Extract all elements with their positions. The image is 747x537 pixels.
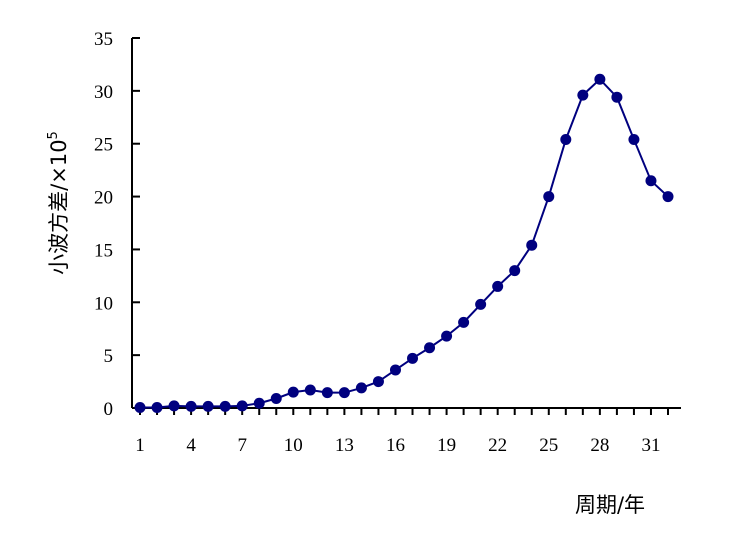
y-tick-label: 25: [94, 135, 113, 156]
x-tick-label: 16: [386, 435, 405, 456]
data-point: [355, 382, 367, 394]
data-point: [253, 397, 265, 409]
data-point: [202, 400, 214, 412]
data-point: [304, 384, 316, 396]
y-tick-label: 5: [104, 346, 114, 367]
data-point: [594, 73, 606, 85]
data-point: [611, 91, 623, 103]
data-point: [407, 352, 419, 364]
x-axis-title: 周期/年: [575, 493, 645, 517]
x-tick-label: 1: [135, 435, 145, 456]
x-tick-label: 7: [237, 435, 247, 456]
data-point: [662, 191, 674, 203]
y-axis-title-exponent: 5: [46, 131, 61, 139]
data-point: [168, 400, 180, 412]
data-point: [645, 175, 657, 187]
x-tick-label: 4: [186, 435, 196, 456]
x-tick-label: 19: [437, 435, 456, 456]
data-point: [321, 387, 333, 399]
data-point: [492, 280, 504, 292]
x-tick-label: 31: [641, 435, 660, 456]
data-point: [543, 191, 555, 203]
y-tick-label: 10: [94, 293, 113, 314]
x-tick-label: 28: [590, 435, 609, 456]
x-tick-label: 13: [335, 435, 354, 456]
y-tick-label: 35: [94, 29, 113, 50]
data-point: [389, 364, 401, 376]
data-point: [372, 376, 384, 388]
axes: 0 5 10 15 20 25 30 35 1 4 7 10 13 16 19 22 25 28 31: [94, 29, 681, 456]
x-tick-label: 25: [539, 435, 558, 456]
data-point: [509, 265, 521, 277]
series-line: [140, 77, 669, 409]
data-point: [424, 342, 436, 354]
y-tick-label: 0: [104, 399, 114, 420]
x-tick-label: 10: [284, 435, 303, 456]
data-point: [475, 298, 487, 310]
data-point: [270, 392, 282, 404]
y-tick-label: 20: [94, 188, 113, 209]
data-point: [185, 400, 197, 412]
x-tick-label: 22: [488, 435, 507, 456]
data-point: [526, 239, 538, 251]
y-axis-title: 小波方差/×105: [46, 131, 71, 275]
data-point: [338, 387, 350, 399]
data-point: [458, 316, 470, 328]
data-point: [134, 401, 146, 413]
data-point: [628, 133, 640, 145]
plot-area: [134, 73, 674, 413]
y-axis-title-text: 小波方差/×10: [47, 139, 71, 274]
data-point: [560, 133, 572, 145]
data-point: [441, 330, 453, 342]
data-point: [287, 386, 299, 398]
y-tick-label: 30: [94, 82, 113, 103]
y-tick-label: 15: [94, 240, 113, 261]
data-point: [236, 400, 248, 412]
data-point: [577, 89, 589, 101]
data-point: [151, 401, 163, 413]
data-point: [219, 400, 231, 412]
